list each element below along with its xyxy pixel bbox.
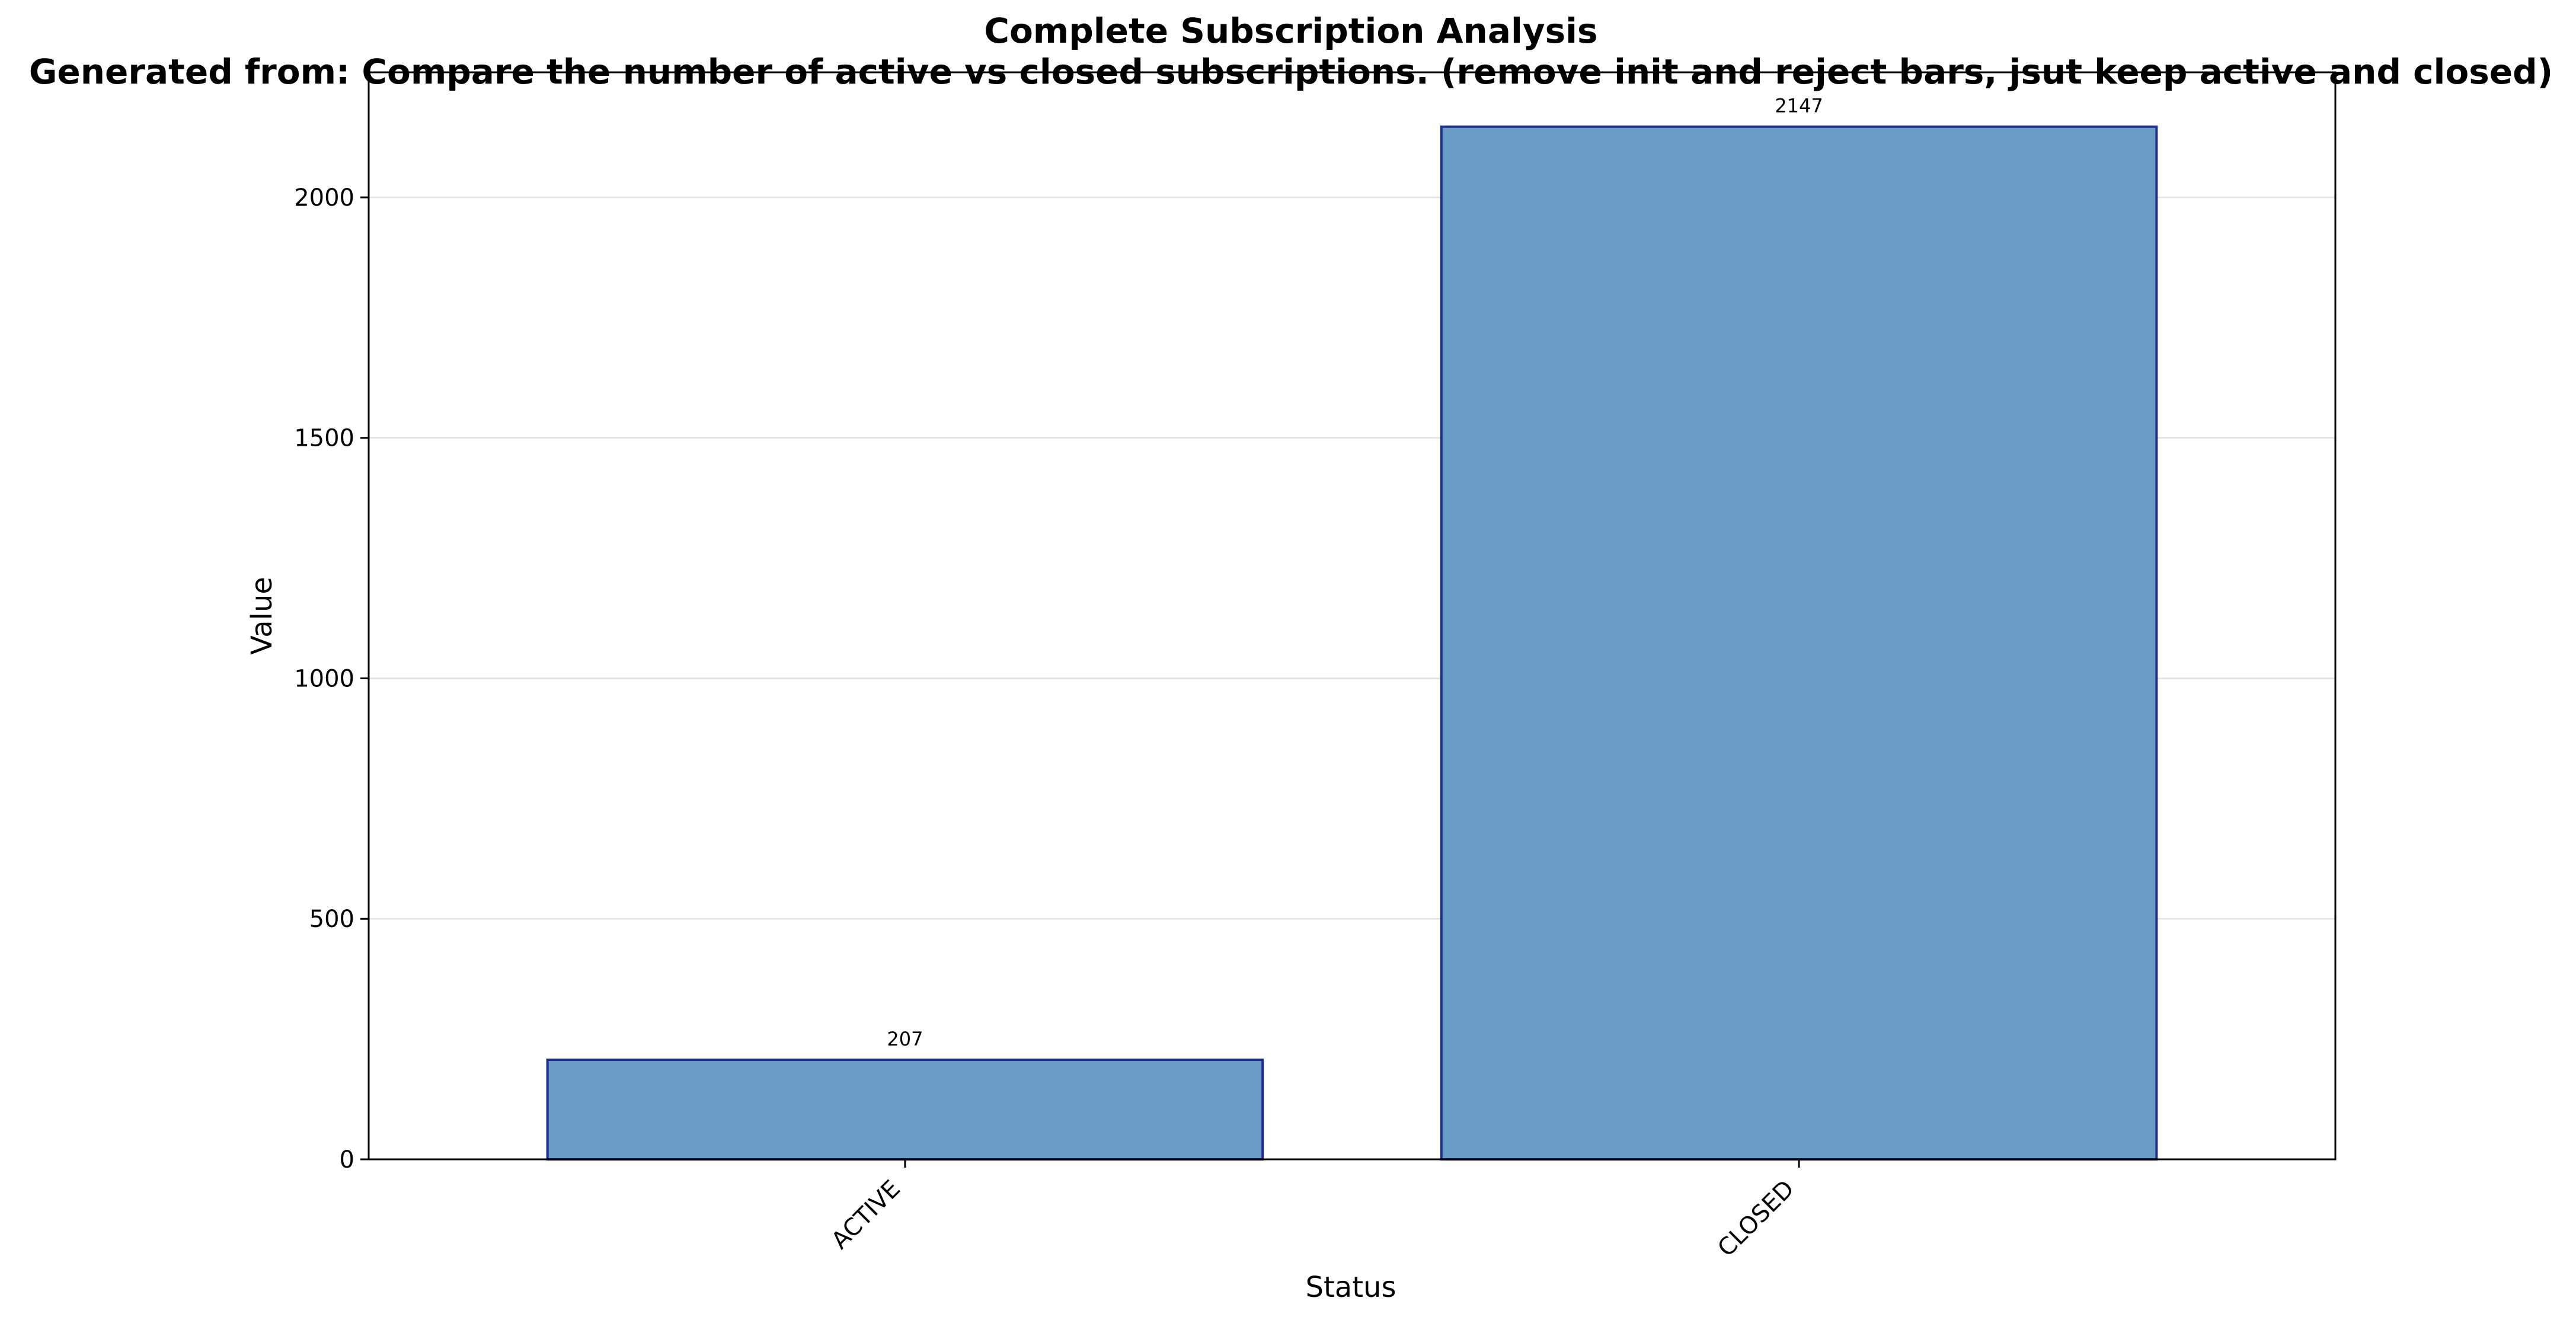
data-label-active: 207 (887, 1028, 923, 1050)
chart-subtitle: Generated from: Compare the number of ac… (29, 52, 2553, 92)
chart-title: Complete Subscription Analysis (984, 11, 1597, 51)
x-axis-label: Status (1306, 1271, 1396, 1304)
y-axis-ticks: 0 500 1000 1500 2000 (294, 184, 369, 1174)
y-axis-label: Value (245, 577, 279, 655)
data-label-closed: 2147 (1775, 95, 1823, 117)
y-tick-label: 1500 (294, 425, 354, 452)
plot-frame (367, 71, 2337, 1161)
y-tick-label: 500 (309, 906, 354, 933)
bar-closed (1440, 125, 2158, 1161)
bar-active (546, 1059, 1264, 1161)
bars (546, 125, 2158, 1161)
y-tick-label: 0 (340, 1146, 354, 1174)
data-labels: 207 2147 (887, 95, 1823, 1050)
y-tick-label: 2000 (294, 184, 354, 212)
y-tick-label: 1000 (294, 665, 354, 692)
